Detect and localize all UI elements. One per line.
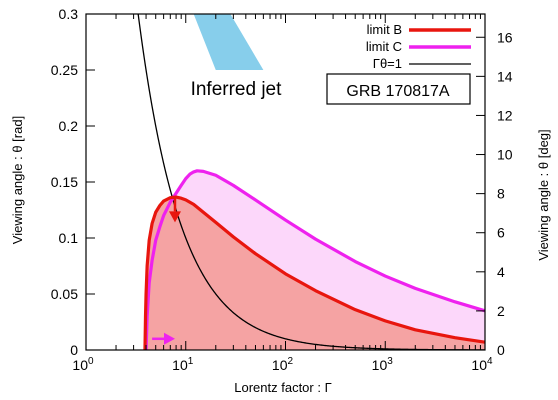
x-tick-label: 100 bbox=[72, 356, 94, 373]
y2-tick-label: 6 bbox=[497, 225, 505, 241]
x-tick-label: 103 bbox=[372, 356, 394, 373]
y-tick-label: 0 bbox=[70, 342, 78, 358]
curve-limit-c bbox=[144, 169, 486, 351]
x-tick-label: 104 bbox=[471, 356, 493, 373]
y2-axis-ticks: 0 2 4 6 8 10 12 14 16 bbox=[476, 29, 513, 358]
grb-label: GRB 170817A bbox=[346, 83, 450, 100]
y-tick-label: 0.15 bbox=[51, 174, 78, 190]
arrows bbox=[152, 197, 181, 345]
y2-tick-label: 14 bbox=[497, 68, 513, 84]
y-tick-label: 0.05 bbox=[51, 286, 78, 302]
y-tick-label: 0.2 bbox=[59, 118, 79, 134]
y-tick-label: 0.1 bbox=[59, 230, 79, 246]
x-axis-label: Lorentz factor : Γ bbox=[234, 380, 331, 395]
y-axis-ticks: 0 0.05 0.1 0.15 0.2 0.25 0.3 bbox=[51, 6, 95, 358]
legend-label-limit-c: limit C bbox=[366, 39, 402, 54]
y-tick-label: 0.3 bbox=[59, 6, 79, 22]
arrow-head bbox=[168, 211, 181, 223]
arrow-down-limit-b bbox=[168, 197, 181, 223]
y2-tick-label: 2 bbox=[497, 303, 505, 319]
y-axis-label: Viewing angle : θ [rad] bbox=[10, 116, 25, 244]
x-tick-label: 101 bbox=[172, 356, 194, 373]
legend: limit B limit C Γθ=1 bbox=[366, 22, 471, 71]
y2-tick-label: 4 bbox=[497, 264, 505, 280]
y2-tick-label: 0 bbox=[497, 342, 505, 358]
arrow-right-limit-c bbox=[152, 332, 175, 345]
curve-limit-b bbox=[143, 195, 486, 351]
x-tick-label: 102 bbox=[272, 356, 294, 373]
y2-tick-label: 16 bbox=[497, 29, 513, 45]
legend-label-gamma-theta: Γθ=1 bbox=[373, 56, 402, 71]
grb-label-box bbox=[326, 73, 471, 105]
inferred-jet-band-shape bbox=[193, 14, 264, 70]
arrow-head bbox=[163, 332, 175, 345]
y2-tick-label: 8 bbox=[497, 186, 505, 202]
inferred-jet-band bbox=[193, 14, 264, 70]
y2-tick-label: 12 bbox=[497, 107, 513, 123]
y2-axis-label: Viewing angle : θ [deg] bbox=[536, 129, 551, 260]
legend-label-limit-b: limit B bbox=[367, 22, 402, 37]
y-tick-label: 0.25 bbox=[51, 62, 78, 78]
y2-tick-label: 10 bbox=[497, 147, 513, 163]
inferred-jet-label: Inferred jet bbox=[191, 79, 283, 100]
